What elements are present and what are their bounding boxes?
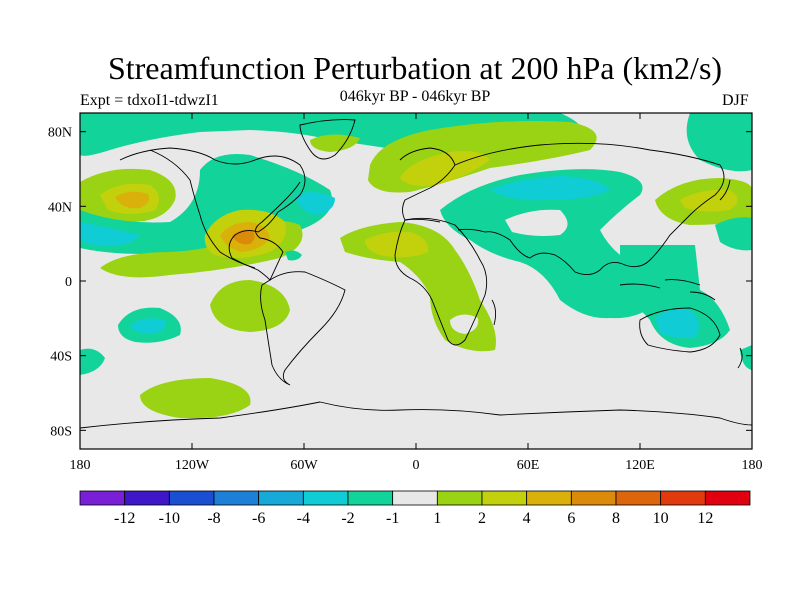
colorbar-label: 4 [523,510,531,527]
contour-negative-spacific-core [130,318,166,334]
colorbar-label: -1 [386,510,399,527]
contour-gap-central-asia [505,209,568,236]
figure-subtitle: 046kyr BP - 046kyr BP [339,88,491,105]
y-tick-label: 80S [50,424,72,439]
y-axis: 80N 40N 0 40S 80S [48,126,752,439]
colorbar-swatch [168,490,215,506]
x-tick-label: 180 [70,458,91,473]
contour-negative-australia-core [655,308,699,338]
contour-negative-caribbean [285,250,302,261]
colorbar-swatch [481,490,528,506]
coast-australia [639,307,721,353]
coast-greenland [299,119,356,160]
colorbar-swatch [79,490,126,506]
colorbar-swatch [347,490,394,506]
colorbar-swatch [124,490,170,506]
contour-positive-wpacific-core [680,189,738,212]
coast-antarctica [80,401,752,429]
contour-negative-pacific-core [80,222,140,247]
experiment-label: Expt = tdxoI1-tdwzI1 [80,92,219,109]
colorbar-label: -10 [159,510,180,527]
x-axis: 180 120W 60W 0 60E 120E 180 [70,113,763,473]
coast-west-america [149,149,256,269]
contour-negative-wpacific [715,217,752,251]
contour-fields [80,113,752,429]
colorbar-label: -6 [252,510,265,527]
coast-asia [454,142,725,275]
figure-title: Streamfunction Perturbation at 200 hPa (… [107,50,723,86]
coast-south-america [260,271,346,386]
colorbar-label: 12 [697,510,713,527]
x-tick-label: 0 [413,458,420,473]
y-tick-label: 40S [50,350,72,365]
contour-negative-spacific-west [80,348,105,375]
colorbar-swatch [570,490,617,506]
y-tick-label: 80N [48,126,72,141]
contour-negative-arctic-east [686,113,752,172]
colorbar-label: -8 [207,510,220,527]
colorbar-swatch [436,490,483,506]
x-tick-label: 180 [742,458,763,473]
y-tick-label: 40N [48,200,72,215]
contour-negative-eurasia [440,169,660,319]
contour-negative-indonesia [620,245,730,348]
x-tick-label: 60W [290,458,318,473]
x-tick-label: 120W [175,458,210,473]
season-label: DJF [722,92,749,109]
colorbar-label: 2 [478,510,486,527]
contour-positive-spacific [210,280,290,332]
colorbar: -12 -10 -8 -6 -4 -2 -1 1 2 4 6 8 10 12 [79,490,751,527]
colorbar-label: 1 [433,510,441,527]
colorbar-label: 6 [567,510,575,527]
colorbar-label: -12 [114,510,135,527]
contour-positive-southern [140,378,251,419]
colorbar-swatch [258,490,304,506]
coast-indonesia [619,279,716,301]
colorbar-swatch [615,490,662,506]
contour-negative-mozambique [450,314,479,334]
coastlines [80,119,752,429]
coast-north-america [119,147,306,281]
coast-japan [719,179,731,201]
colorbar-swatch [660,490,706,506]
colorbar-label: 8 [612,510,620,527]
coast-madagascar [491,299,497,326]
colorbar-swatch [392,490,438,506]
colorbar-swatch [213,490,260,506]
y-tick-label: 0 [65,275,72,290]
contour-negative-atlantic-core [295,192,335,215]
colorbar-label: -2 [341,510,354,527]
colorbar-label: 10 [653,510,669,527]
colorbar-swatch [302,490,349,506]
x-tick-label: 120E [625,458,655,473]
x-tick-label: 60E [517,458,540,473]
coast-new-zealand [737,347,743,369]
colorbar-label: -4 [297,510,310,527]
contour-positive-npacific-inner [115,191,149,209]
colorbar-swatch [526,490,572,506]
coast-africa [394,217,488,346]
contour-negative-eurasia-core [490,176,610,201]
colorbar-swatch [704,490,751,506]
contour-negative-east-edge [740,345,752,370]
